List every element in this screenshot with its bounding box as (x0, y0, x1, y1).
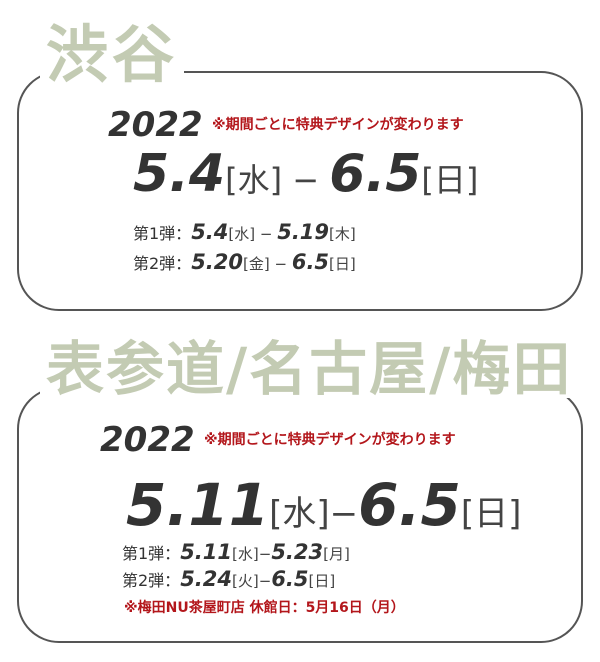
design-note: ※期間ごとに特典デザインが変わります (204, 432, 456, 448)
range-start: 5.11 (126, 471, 270, 539)
phase-end: 5.23 (271, 540, 324, 564)
shibuya-section (17, 71, 583, 311)
date-range: 5.11[水]−6.5[日] (126, 476, 521, 534)
phase-end-day: [日] (308, 572, 336, 590)
phase-end-day: [木] (329, 225, 356, 243)
phase-1: 第1弾：5.4[水] − 5.19[木] (133, 222, 356, 243)
phase-start: 5.4 (191, 220, 229, 244)
phase-sep: − (258, 572, 272, 590)
phase-sep: − (269, 255, 292, 273)
closure-note: ※梅田NU茶屋町店 休館日：5月16日（月） (124, 600, 405, 616)
range-start-day: [水] (269, 494, 330, 534)
design-note: ※期間ごとに特典デザインが変わります (212, 117, 464, 133)
phase-start: 5.11 (180, 540, 233, 564)
phase-start: 5.20 (191, 250, 244, 274)
range-end-day: [日] (421, 161, 479, 199)
phase-start-day: [金] (243, 255, 270, 273)
shibuya-title: 渋谷 (40, 24, 185, 86)
phase-start: 5.24 (180, 567, 233, 591)
range-end: 6.5 (329, 144, 422, 204)
phase-label: 第2弾： (122, 571, 181, 590)
range-sep: − (282, 161, 330, 199)
phase-end: 5.19 (277, 220, 330, 244)
phase-sep: − (258, 545, 272, 563)
phase-label: 第1弾： (122, 544, 181, 563)
omotesando-nagoya-umeda-title: 表参道/名古屋/梅田 (40, 340, 579, 398)
phase-end: 6.5 (291, 250, 330, 274)
range-start-day: [水] (225, 161, 283, 199)
range-start: 5.4 (133, 144, 226, 204)
phase-start-day: [火] (232, 572, 259, 590)
phase-end-day: [月] (323, 545, 350, 563)
range-sep: − (329, 494, 359, 534)
phase-end-day: [日] (329, 255, 356, 273)
phase-2: 第2弾：5.24[火]−6.5[日] (122, 569, 335, 590)
year: 2022 (100, 420, 195, 460)
phase-label: 第1弾： (133, 224, 192, 243)
range-end-day: [日] (460, 494, 522, 534)
year: 2022 (108, 105, 203, 145)
phase-1: 第1弾：5.11[水]−5.23[月] (122, 542, 350, 563)
phase-start-day: [水] (228, 225, 256, 243)
phase-start-day: [水] (232, 545, 259, 563)
phase-end: 6.5 (271, 567, 309, 591)
date-range: 5.4[水] − 6.5[日] (133, 148, 478, 200)
phase-sep: − (255, 225, 278, 243)
range-end: 6.5 (358, 471, 461, 539)
phase-label: 第2弾： (133, 254, 192, 273)
phase-2: 第2弾：5.20[金] − 6.5[日] (133, 252, 356, 273)
